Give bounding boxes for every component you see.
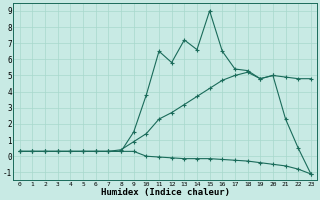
- X-axis label: Humidex (Indice chaleur): Humidex (Indice chaleur): [101, 188, 230, 197]
